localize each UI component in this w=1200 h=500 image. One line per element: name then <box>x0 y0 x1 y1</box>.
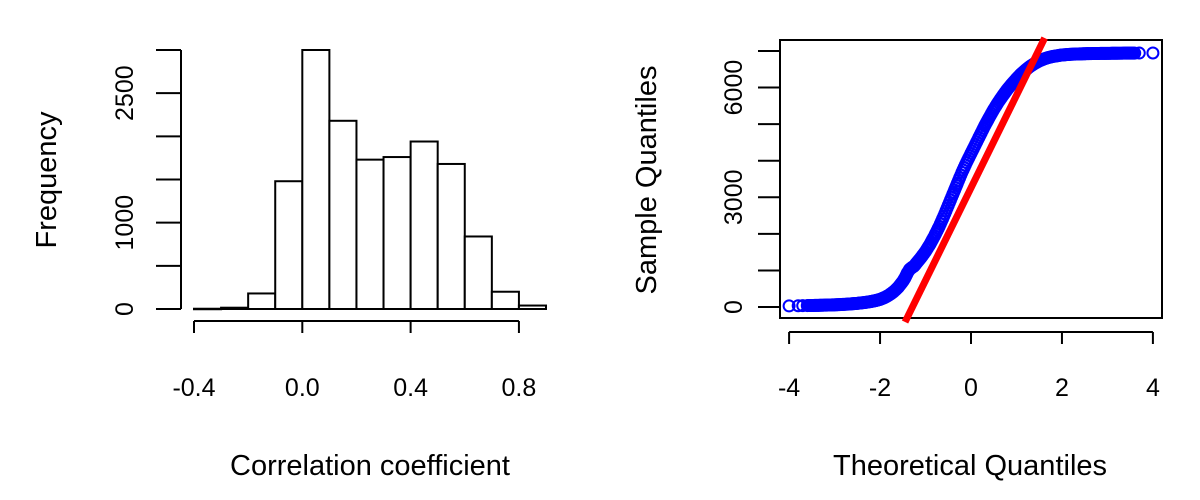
histogram-x-tick-label: 0.8 <box>502 374 537 402</box>
qq-y-axis-title: Sample Quantiles <box>631 66 663 295</box>
histogram-x-axis-title: Correlation coefficient <box>230 450 510 482</box>
qq-reference-line-group <box>901 36 1048 324</box>
histogram-x-tick-label: -0.4 <box>172 374 215 402</box>
histogram-bar <box>463 235 493 310</box>
histogram-y-tick-label: 1000 <box>111 195 139 251</box>
histogram-bar <box>409 140 439 310</box>
histogram-bar <box>490 290 520 311</box>
qq-point <box>782 299 796 313</box>
qq-y-tick-label: 0 <box>720 300 748 314</box>
histogram-x-axis: -0.4 0.0 0.4 0.8 <box>172 320 537 402</box>
histogram-bar <box>274 180 304 310</box>
histogram-bar <box>193 307 223 311</box>
qq-x-tick-label: 4 <box>1146 374 1160 402</box>
qq-point <box>1128 46 1142 60</box>
histogram-bars <box>193 49 548 311</box>
histogram-bar <box>517 304 548 310</box>
histogram-x-tick-label: 0.0 <box>285 374 320 402</box>
histogram-bar <box>328 119 358 310</box>
qq-x-tick-label: -2 <box>869 374 891 402</box>
qq-y-tick-label: 6000 <box>720 60 748 116</box>
qq-points <box>782 46 1160 313</box>
qq-x-tick-label: -4 <box>778 374 800 402</box>
histogram-y-tick-label: 2500 <box>111 65 139 121</box>
qq-x-tick-label: 2 <box>1055 374 1069 402</box>
qq-point <box>1132 46 1146 60</box>
qq-reference-line <box>901 36 1048 324</box>
histogram-bar <box>220 306 250 310</box>
histogram-y-axis: 0 1000 2500 <box>111 49 182 316</box>
qq-point <box>1146 46 1160 60</box>
histogram-bar <box>382 156 412 310</box>
histogram-y-axis-title: Frequency <box>31 111 63 249</box>
qq-x-tick-label: 0 <box>964 374 978 402</box>
qq-x-axis: -4 -2 0 2 4 <box>778 331 1160 402</box>
histogram-y-tick-label: 0 <box>111 302 139 316</box>
histogram-bar <box>301 49 331 310</box>
histogram-bar <box>355 158 385 310</box>
histogram-panel: -0.4 0.0 0.4 0.8 0 1000 2500 Correlation coef… <box>31 49 548 482</box>
qq-y-axis: 0 3000 6000 <box>720 49 780 314</box>
histogram-bar <box>436 162 466 310</box>
qq-y-tick-label: 3000 <box>720 169 748 225</box>
qq-x-axis-title: Theoretical Quantiles <box>833 450 1107 482</box>
histogram-x-tick-label: 0.4 <box>393 374 428 402</box>
histogram-bar <box>247 292 277 310</box>
qq-plot-frame <box>779 39 1163 319</box>
